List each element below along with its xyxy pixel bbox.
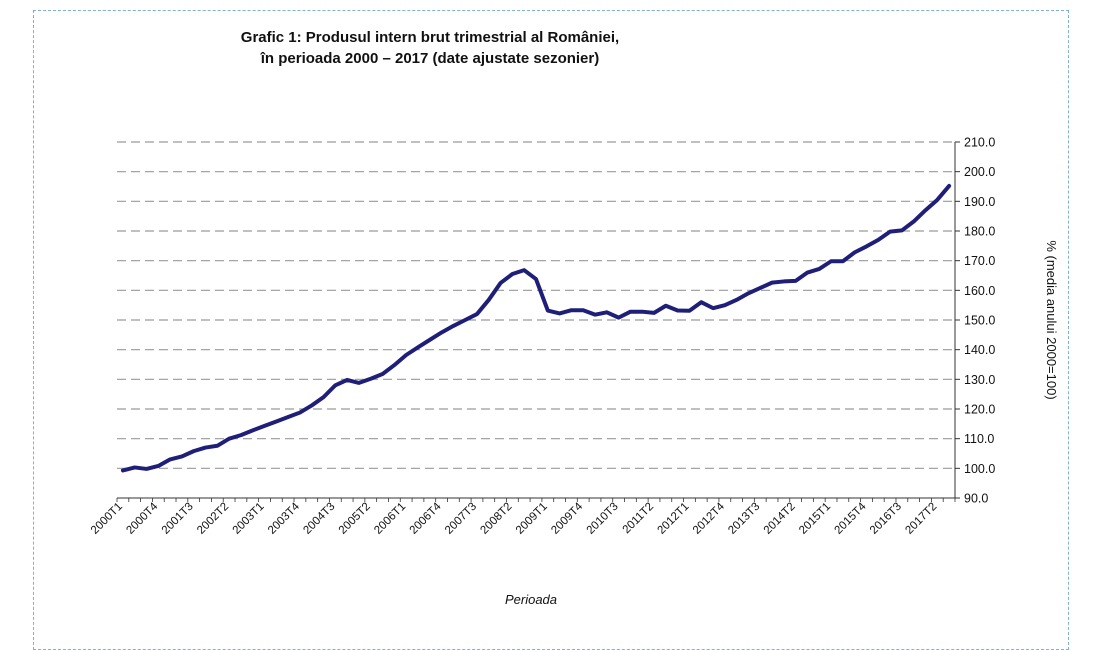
x-tick-label: 2011T2 xyxy=(621,501,656,536)
x-tick-label: 2012T4 xyxy=(691,500,727,536)
x-tick-label: 2009T1 xyxy=(514,501,550,537)
y-tick-label: 160.0 xyxy=(964,284,995,298)
x-tick-label: 2004T3 xyxy=(301,501,337,537)
x-tick-label: 2006T1 xyxy=(372,501,408,537)
x-tick-label: 2017T2 xyxy=(903,501,939,537)
x-tick-label: 2012T1 xyxy=(655,501,691,537)
chart-subtitle: în perioada 2000 – 2017 (date ajustate s… xyxy=(260,50,600,67)
y-tick-label: 100.0 xyxy=(964,462,995,476)
x-tick-label: 2015T4 xyxy=(833,500,869,536)
x-tick-label: 2003T1 xyxy=(231,501,267,537)
y-axis-title: % (media anului 2000=100) xyxy=(1044,240,1059,399)
x-tick-label: 2006T4 xyxy=(408,500,444,536)
x-tick-label: 2003T4 xyxy=(266,500,302,536)
y-tick-label: 170.0 xyxy=(964,254,995,268)
y-axis: 90.0 100.0 110.0 120.0 130.0 140.0 150.0 160.0 1… xyxy=(954,136,995,506)
x-tick-label: 2014T2 xyxy=(762,501,798,537)
x-tick-label: 2013T3 xyxy=(726,501,762,537)
x-tick-label: 2008T2 xyxy=(478,501,514,537)
y-tick-label: 180.0 xyxy=(964,225,995,239)
x-tick-label: 2009T4 xyxy=(549,500,585,536)
y-tick-label: 110.0 xyxy=(964,432,994,446)
x-tick-label: 2000T4 xyxy=(124,500,160,536)
gridlines xyxy=(117,141,955,469)
chart-title-block: Grafic 1: Produsul intern brut trimestri… xyxy=(150,27,710,69)
x-axis-title: Perioada xyxy=(505,592,557,607)
x-tick-label: 2016T3 xyxy=(868,501,904,537)
series-line xyxy=(120,183,952,473)
y-tick-label: 130.0 xyxy=(964,373,995,387)
x-tick-label: 2015T1 xyxy=(797,501,833,537)
x-axis: 2000T1 2000T4 2001T3 2002T2 2003T1 2003T4 2004… xyxy=(89,497,956,537)
x-tick-label: 2010T3 xyxy=(585,501,621,537)
x-tick-label: 2007T3 xyxy=(443,501,479,537)
y-tick-label: 150.0 xyxy=(964,314,995,328)
y-tick-label: 200.0 xyxy=(964,165,995,179)
y-tick-label: 210.0 xyxy=(964,136,995,150)
x-tick-label: 2000T1 xyxy=(89,501,125,537)
y-tick-label: 120.0 xyxy=(964,403,995,417)
x-tick-label: 2005T2 xyxy=(337,501,373,537)
x-tick-label: 2002T2 xyxy=(195,501,231,537)
y-tick-label: 190.0 xyxy=(964,195,995,209)
series-gdp xyxy=(120,183,952,473)
y-tick-label: 140.0 xyxy=(964,343,995,357)
line-chart: 90.0 100.0 110.0 120.0 130.0 140.0 150.0 160.0 1… xyxy=(89,136,1059,608)
y-tick-label: 90.0 xyxy=(964,492,988,506)
x-tick-label: 2001T3 xyxy=(160,501,196,537)
chart-title: Grafic 1: Produsul intern brut trimestri… xyxy=(240,29,620,46)
